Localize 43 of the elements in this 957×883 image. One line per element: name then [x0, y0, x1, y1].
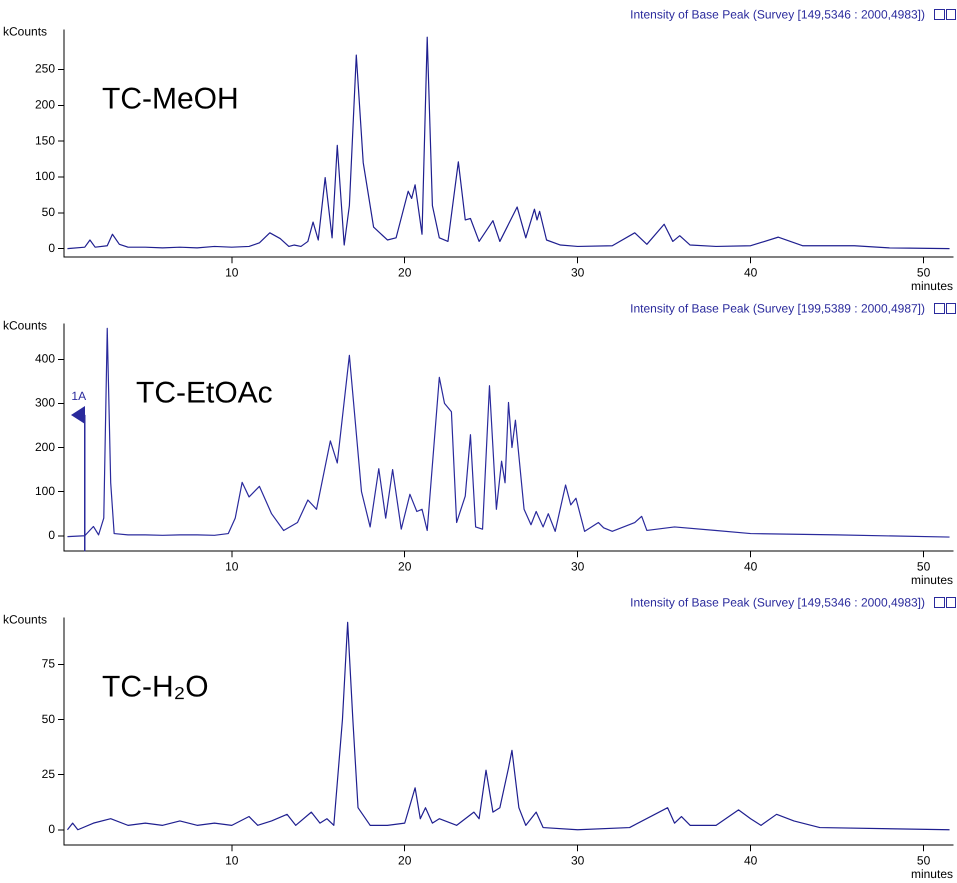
chart-title: Intensity of Base Peak (Survey [149,5346 : 2000,4983])	[630, 7, 925, 22]
x-tick-label: 10	[225, 854, 239, 868]
y-axis-title: kCounts	[3, 24, 48, 38]
ref-line-label: 1A	[71, 389, 86, 404]
y-tick-label: 250	[34, 62, 56, 76]
y-tick-label: 100	[34, 484, 56, 498]
y-axis-title: kCounts	[3, 318, 48, 332]
x-tick-label: 10	[225, 560, 239, 574]
x-tick-label: 20	[398, 560, 412, 574]
y-tick-label: 0	[48, 528, 56, 542]
annotation: TC-MeOH	[102, 82, 239, 116]
x-tick-label: 30	[571, 266, 585, 280]
y-tick-label: 0	[48, 240, 56, 255]
x-tick-label: 30	[571, 854, 585, 868]
x-tick-label: 40	[744, 854, 758, 868]
x-tick-label: 20	[398, 266, 412, 280]
x-tick-label: 40	[744, 266, 758, 280]
x-axis-title: minutes	[910, 867, 953, 882]
y-tick-label: 50	[42, 205, 56, 220]
y-tick-label: 25	[42, 766, 56, 781]
chart-title: Intensity of Base Peak (Survey [199,5389 : 2000,4987])	[630, 301, 925, 316]
y-tick-label: 300	[34, 396, 56, 410]
y-tick-label: 400	[34, 352, 56, 366]
annotation: TC-EtOAc	[136, 376, 273, 410]
x-axis-title: minutes	[910, 279, 953, 294]
annotation: TC-H₂O	[102, 670, 209, 704]
y-tick-label: 50	[42, 712, 56, 726]
x-tick-label: 50	[916, 854, 931, 868]
y-tick-label: 0	[48, 822, 56, 836]
chart-title: Intensity of Base Peak (Survey [149,5346 : 2000,4983])	[630, 595, 925, 610]
y-tick-label: 100	[34, 169, 56, 184]
x-tick-label: 20	[398, 854, 412, 868]
x-tick-label: 50	[916, 266, 931, 280]
x-tick-label: 50	[916, 560, 931, 574]
x-axis-title: minutes	[910, 573, 953, 588]
y-tick-label: 200	[34, 440, 56, 454]
y-tick-label: 75	[42, 656, 56, 671]
x-tick-label: 10	[225, 266, 239, 280]
x-tick-label: 40	[744, 560, 758, 574]
y-tick-label: 200	[34, 98, 56, 112]
y-tick-label: 150	[34, 133, 56, 148]
x-tick-label: 30	[571, 560, 585, 574]
y-axis-title: kCounts	[3, 612, 48, 626]
